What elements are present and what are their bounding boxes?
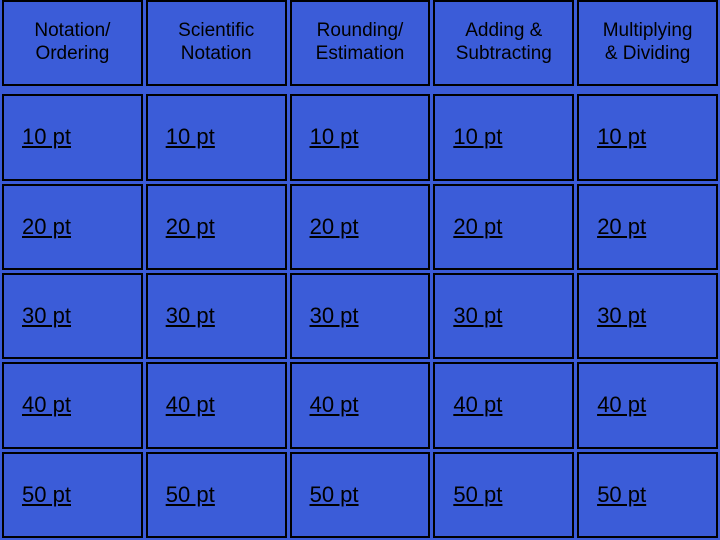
category-label: Scientific Notation	[178, 20, 254, 66]
category-header: Notation/ Ordering	[2, 0, 143, 86]
question-tile[interactable]: 50 pt	[2, 452, 143, 538]
point-value: 20 pt	[453, 214, 502, 240]
question-tile[interactable]: 20 pt	[433, 184, 574, 270]
question-tile[interactable]: 20 pt	[2, 184, 143, 270]
question-tile[interactable]: 20 pt	[577, 184, 718, 270]
question-tile[interactable]: 30 pt	[433, 273, 574, 359]
question-tile[interactable]: 10 pt	[290, 94, 431, 180]
category-label: Adding & Subtracting	[456, 20, 552, 66]
point-value: 50 pt	[166, 482, 215, 508]
category-row: Notation/ Ordering Scientific Notation R…	[2, 0, 718, 86]
point-value: 50 pt	[597, 482, 646, 508]
point-value: 30 pt	[597, 303, 646, 329]
category-label: Multiplying & Dividing	[603, 20, 693, 66]
jeopardy-board: Notation/ Ordering Scientific Notation R…	[0, 0, 720, 540]
point-value: 30 pt	[166, 303, 215, 329]
point-value: 30 pt	[310, 303, 359, 329]
point-value: 20 pt	[310, 214, 359, 240]
category-header: Scientific Notation	[146, 0, 287, 86]
point-value: 20 pt	[22, 214, 71, 240]
category-label: Rounding/ Estimation	[316, 20, 405, 66]
question-tile[interactable]: 10 pt	[146, 94, 287, 180]
question-tile[interactable]: 10 pt	[2, 94, 143, 180]
point-value: 10 pt	[597, 124, 646, 150]
category-header: Adding & Subtracting	[433, 0, 574, 86]
value-row: 20 pt 20 pt 20 pt 20 pt 20 pt	[2, 184, 718, 270]
category-label: Notation/ Ordering	[34, 20, 110, 66]
value-row: 30 pt 30 pt 30 pt 30 pt 30 pt	[2, 273, 718, 359]
point-value: 10 pt	[453, 124, 502, 150]
point-value: 10 pt	[310, 124, 359, 150]
category-header: Multiplying & Dividing	[577, 0, 718, 86]
question-tile[interactable]: 30 pt	[577, 273, 718, 359]
point-value: 50 pt	[453, 482, 502, 508]
question-tile[interactable]: 40 pt	[577, 362, 718, 448]
point-value: 50 pt	[22, 482, 71, 508]
question-tile[interactable]: 50 pt	[146, 452, 287, 538]
question-tile[interactable]: 50 pt	[433, 452, 574, 538]
value-row: 50 pt 50 pt 50 pt 50 pt 50 pt	[2, 452, 718, 538]
point-value: 10 pt	[22, 124, 71, 150]
question-tile[interactable]: 20 pt	[290, 184, 431, 270]
point-value: 30 pt	[22, 303, 71, 329]
point-value: 50 pt	[310, 482, 359, 508]
question-tile[interactable]: 30 pt	[290, 273, 431, 359]
value-row: 40 pt 40 pt 40 pt 40 pt 40 pt	[2, 362, 718, 448]
point-value: 10 pt	[166, 124, 215, 150]
question-tile[interactable]: 50 pt	[577, 452, 718, 538]
point-value: 40 pt	[22, 392, 71, 418]
question-tile[interactable]: 10 pt	[433, 94, 574, 180]
question-tile[interactable]: 40 pt	[2, 362, 143, 448]
point-value: 20 pt	[597, 214, 646, 240]
category-header: Rounding/ Estimation	[290, 0, 431, 86]
value-row: 10 pt 10 pt 10 pt 10 pt 10 pt	[2, 94, 718, 180]
point-value: 40 pt	[597, 392, 646, 418]
point-value: 30 pt	[453, 303, 502, 329]
point-value: 20 pt	[166, 214, 215, 240]
point-value: 40 pt	[453, 392, 502, 418]
question-tile[interactable]: 10 pt	[577, 94, 718, 180]
question-tile[interactable]: 40 pt	[433, 362, 574, 448]
question-tile[interactable]: 30 pt	[2, 273, 143, 359]
question-tile[interactable]: 40 pt	[146, 362, 287, 448]
question-tile[interactable]: 50 pt	[290, 452, 431, 538]
question-tile[interactable]: 30 pt	[146, 273, 287, 359]
question-tile[interactable]: 20 pt	[146, 184, 287, 270]
point-value: 40 pt	[310, 392, 359, 418]
question-tile[interactable]: 40 pt	[290, 362, 431, 448]
point-value: 40 pt	[166, 392, 215, 418]
